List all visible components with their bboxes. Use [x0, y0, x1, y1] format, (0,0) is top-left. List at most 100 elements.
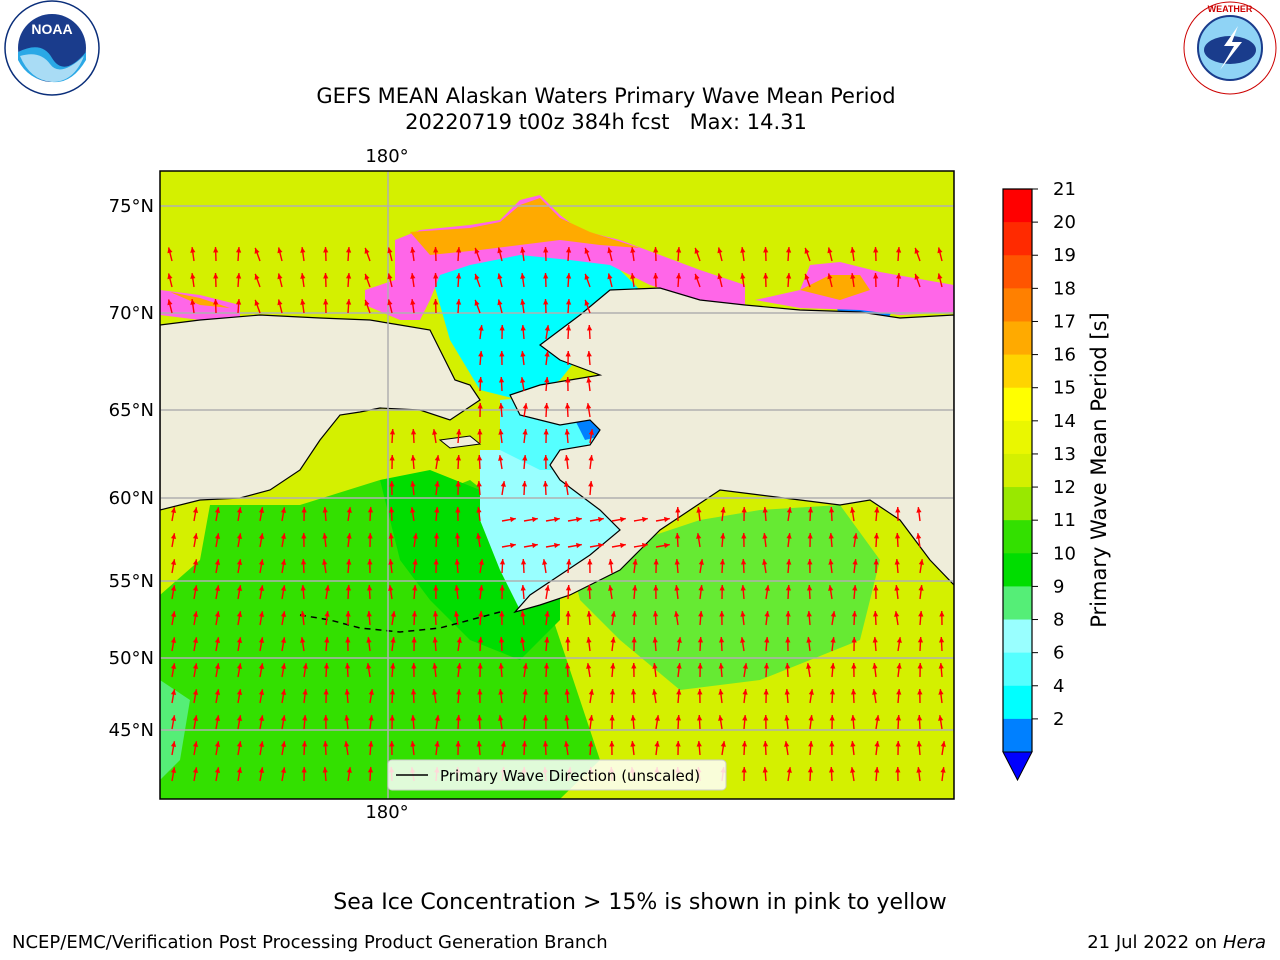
- wave-arrow-head: [522, 689, 528, 695]
- colorbar-swatch: [1003, 288, 1032, 322]
- wave-arrow-head: [520, 559, 527, 565]
- wave-arrow-head: [214, 507, 221, 513]
- wave-arrow-head: [698, 559, 704, 565]
- wave-arrow-head: [631, 637, 637, 643]
- wave-arrow-head: [366, 585, 373, 591]
- wave-arrow-head: [170, 585, 177, 591]
- wave-arrow-head: [654, 715, 660, 721]
- wave-arrow-head: [434, 507, 440, 513]
- wave-arrow-head: [852, 559, 858, 565]
- wave-arrow-head: [214, 611, 221, 617]
- wave-arrow-head: [520, 377, 526, 383]
- wave-arrow-head: [521, 741, 528, 747]
- wave-arrow-head: [543, 689, 549, 695]
- wave-arrow-head: [806, 637, 812, 643]
- wave-arrow-head: [873, 533, 880, 539]
- wave-arrow-head: [498, 429, 504, 435]
- wave-arrow-head: [410, 715, 416, 721]
- wave-arrow-head: [828, 767, 835, 773]
- wave-arrow-head: [850, 767, 856, 773]
- wave-arrow-head: [830, 663, 836, 669]
- wave-arrow-head: [258, 767, 265, 773]
- colorbar-swatch: [1003, 222, 1032, 256]
- wave-arrow-head: [786, 767, 792, 773]
- wave-arrow-head: [740, 611, 746, 617]
- wave-arrow-head: [322, 533, 328, 539]
- wave-arrow-head: [584, 247, 590, 254]
- wave-arrow-head: [609, 689, 616, 695]
- wave-arrow-head: [500, 741, 506, 747]
- wave-arrow-head: [498, 663, 504, 669]
- wave-arrow-head: [697, 637, 704, 643]
- colorbar-tick-label: 10: [1053, 543, 1076, 564]
- wave-arrow-head: [764, 611, 770, 617]
- wave-arrow-head: [584, 273, 590, 280]
- wave-arrow-head: [478, 611, 484, 617]
- wave-arrow-head: [498, 689, 504, 695]
- wave-arrow-head: [520, 611, 526, 617]
- wave-arrow-head: [236, 663, 243, 669]
- wave-arrow-head: [874, 741, 880, 747]
- wave-arrow-head: [258, 663, 265, 669]
- wave-arrow-head: [607, 247, 613, 254]
- wave-arrow-head: [588, 429, 594, 435]
- wave-arrow-head: [653, 247, 659, 253]
- wave-arrow-head: [696, 715, 703, 721]
- wave-arrow-head: [213, 273, 219, 279]
- wave-arrow-head: [554, 542, 560, 549]
- wave-arrow-head: [410, 689, 417, 695]
- wave-arrow-head: [786, 533, 792, 539]
- wave-arrow-head: [784, 741, 790, 747]
- wave-arrow-head: [522, 455, 528, 461]
- wave-arrow-head: [302, 689, 308, 695]
- wave-arrow-head: [544, 377, 550, 383]
- wave-arrow-head: [170, 611, 177, 617]
- wave-arrow-head: [388, 533, 394, 539]
- wave-arrow-head: [740, 273, 746, 279]
- wave-arrow-head: [477, 403, 483, 409]
- wave-arrow-head: [632, 559, 638, 565]
- wave-arrow-head: [346, 507, 352, 513]
- wave-arrow-head: [940, 767, 946, 773]
- wave-arrow-head: [873, 273, 879, 279]
- wave-arrow-head: [433, 273, 439, 279]
- wave-arrow-head: [851, 637, 857, 643]
- wave-arrow-head: [388, 507, 395, 513]
- wave-arrow-head: [367, 533, 373, 539]
- wave-arrow-head: [258, 559, 265, 565]
- wave-arrow-head: [584, 299, 590, 306]
- wave-arrow-head: [170, 533, 177, 539]
- wave-arrow-head: [762, 767, 768, 773]
- wave-arrow-head: [895, 741, 901, 747]
- wave-arrow-head: [852, 533, 858, 539]
- wave-arrow-head: [214, 767, 221, 773]
- wave-arrow-head: [301, 533, 307, 539]
- wave-arrow-head: [588, 689, 594, 695]
- wave-arrow-head: [808, 715, 814, 721]
- wave-arrow-head: [367, 767, 374, 773]
- wave-arrow-head: [544, 325, 550, 331]
- wave-arrow-head: [170, 507, 177, 513]
- wave-arrow-head: [586, 637, 592, 643]
- wave-arrow-head: [520, 585, 526, 591]
- wave-arrow-head: [620, 542, 626, 549]
- wave-arrow-head: [696, 507, 702, 513]
- wave-arrow-head: [192, 637, 199, 643]
- wave-arrow-head: [300, 559, 307, 565]
- wave-arrow-head: [827, 273, 833, 280]
- wave-arrow-head: [786, 507, 792, 513]
- wave-arrow-head: [874, 507, 880, 513]
- wave-arrow-head: [653, 559, 659, 565]
- colorbar-swatch: [1003, 652, 1032, 687]
- wave-arrow-head: [454, 611, 460, 617]
- wave-arrow-head: [607, 273, 613, 280]
- wave-arrow-head: [828, 507, 835, 513]
- wave-arrow-head: [543, 247, 549, 253]
- wave-arrow-head: [542, 481, 549, 487]
- wave-arrow-head: [806, 611, 812, 617]
- wave-arrow-head: [323, 299, 329, 305]
- wave-arrow-head: [718, 637, 725, 643]
- wave-arrow-head: [236, 715, 243, 721]
- wave-arrow-head: [937, 273, 943, 280]
- sea-ice-note: Sea Ice Concentration > 15% is shown in …: [333, 890, 947, 915]
